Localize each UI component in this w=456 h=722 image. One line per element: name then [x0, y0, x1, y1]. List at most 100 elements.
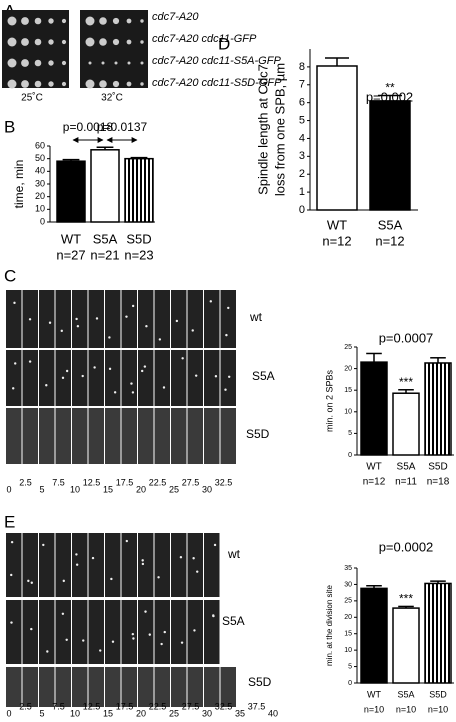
colony-spot	[21, 59, 29, 67]
x-tick-label: WT	[366, 462, 382, 473]
significance-stars: ***	[399, 375, 413, 389]
spb-dot	[46, 650, 49, 653]
colony-spot	[48, 60, 54, 66]
y-tick-label: 5	[348, 663, 352, 670]
spb-dot	[14, 362, 17, 365]
time-label: 5	[39, 484, 44, 494]
micrograph-frame	[154, 667, 170, 707]
bar	[424, 582, 452, 684]
n-label: n=10	[364, 704, 384, 714]
p-value: p=0.0137	[97, 120, 148, 134]
time-label: 25	[169, 484, 179, 494]
time-label: 32.5	[215, 701, 233, 711]
y-tick-label: 1	[299, 186, 305, 198]
spb-dot	[91, 556, 95, 560]
n-label: n=23	[124, 247, 153, 262]
y-tick-label: 50	[35, 153, 45, 163]
micrograph-frame	[55, 290, 71, 348]
y-tick-label: 0	[348, 452, 352, 459]
micrograph-frame	[154, 600, 170, 664]
spb-dot	[30, 627, 33, 631]
micrograph-frame	[6, 667, 22, 707]
p-value: p=0.0002	[379, 539, 434, 554]
time-label: 25	[169, 708, 179, 718]
x-tick-label: S5A	[378, 217, 403, 232]
spb-dot	[131, 391, 135, 394]
y-tick-label: 35	[344, 565, 352, 572]
time-label: 7.5	[52, 477, 65, 487]
micrograph-frame	[171, 350, 187, 406]
micrograph-frame	[22, 600, 38, 664]
spb-dot	[209, 300, 213, 303]
bar	[392, 392, 420, 456]
colony-spot	[61, 81, 67, 87]
micrograph-frame	[6, 350, 22, 406]
x-tick-label: S5D	[126, 231, 151, 246]
colony-spot	[99, 17, 107, 25]
spb-dot	[225, 333, 228, 337]
spb-dot	[62, 579, 65, 583]
spb-dot	[65, 369, 69, 373]
x-tick-label: WT	[367, 689, 381, 699]
spb-dot	[45, 384, 48, 387]
spb-dot	[194, 374, 198, 377]
micrograph-frame	[39, 408, 55, 464]
time-label: 5	[39, 708, 44, 718]
spb-dot	[95, 317, 99, 320]
bar	[369, 100, 411, 211]
panel-label: E	[4, 512, 15, 531]
time-label: 0	[6, 708, 11, 718]
colony-spot	[101, 61, 105, 65]
bar	[360, 587, 388, 684]
time-label: 22.5	[149, 701, 167, 711]
micrograph-frame	[55, 600, 71, 664]
spb-dot	[130, 382, 133, 385]
micrograph-frame	[187, 408, 203, 464]
micrograph-frame	[138, 290, 154, 348]
y-tick-label: 7	[299, 79, 305, 91]
y-axis-label: min. at the division site	[325, 584, 334, 665]
strain-label: cdc7-A20	[152, 11, 199, 23]
n-label: n=12	[375, 233, 404, 248]
spb-dot	[227, 306, 230, 310]
spb-dot	[10, 621, 13, 624]
y-tick-label: 6	[299, 97, 305, 109]
y-tick-label: 40	[35, 166, 45, 176]
spb-dot	[148, 633, 151, 636]
spb-dot	[10, 573, 13, 577]
spb-dot	[158, 338, 162, 341]
micrograph-frame	[121, 667, 137, 707]
micrograph-frame	[187, 667, 203, 707]
spb-dot	[65, 638, 68, 641]
spb-dot	[48, 321, 52, 324]
y-axis-label: loss from one SPB, µm	[272, 63, 287, 196]
significance-stars: ***	[399, 592, 413, 606]
spb-dot	[191, 329, 194, 332]
spb-dot	[227, 375, 231, 378]
micrograph-frame	[88, 533, 104, 597]
strain-label: cdc7-A20 cdc11-S5A-GFP	[152, 55, 281, 67]
colony-spot	[140, 82, 144, 86]
micrograph-frame	[88, 350, 104, 406]
y-axis-label: min. on 2 SPBs	[324, 369, 334, 432]
micrograph-frame	[220, 290, 236, 348]
micrograph-frame	[72, 290, 88, 348]
y-tick-label: 20	[35, 191, 45, 201]
panel-label: C	[4, 266, 16, 285]
micrograph-frame	[22, 408, 38, 464]
micrograph-frame	[88, 600, 104, 664]
spb-dot	[113, 391, 117, 394]
colony-spot	[7, 58, 17, 68]
micrograph-frame	[39, 290, 55, 348]
y-tick-label: 25	[344, 344, 352, 351]
spb-dot	[93, 366, 96, 369]
spb-dot	[30, 581, 33, 584]
micrograph-frame	[39, 533, 55, 597]
spb-dot	[196, 570, 199, 573]
micrograph-frame	[187, 533, 203, 597]
row-label: S5A	[252, 369, 275, 383]
bar	[360, 361, 388, 456]
n-label: n=12	[322, 233, 351, 248]
micrograph-frame	[121, 290, 137, 348]
